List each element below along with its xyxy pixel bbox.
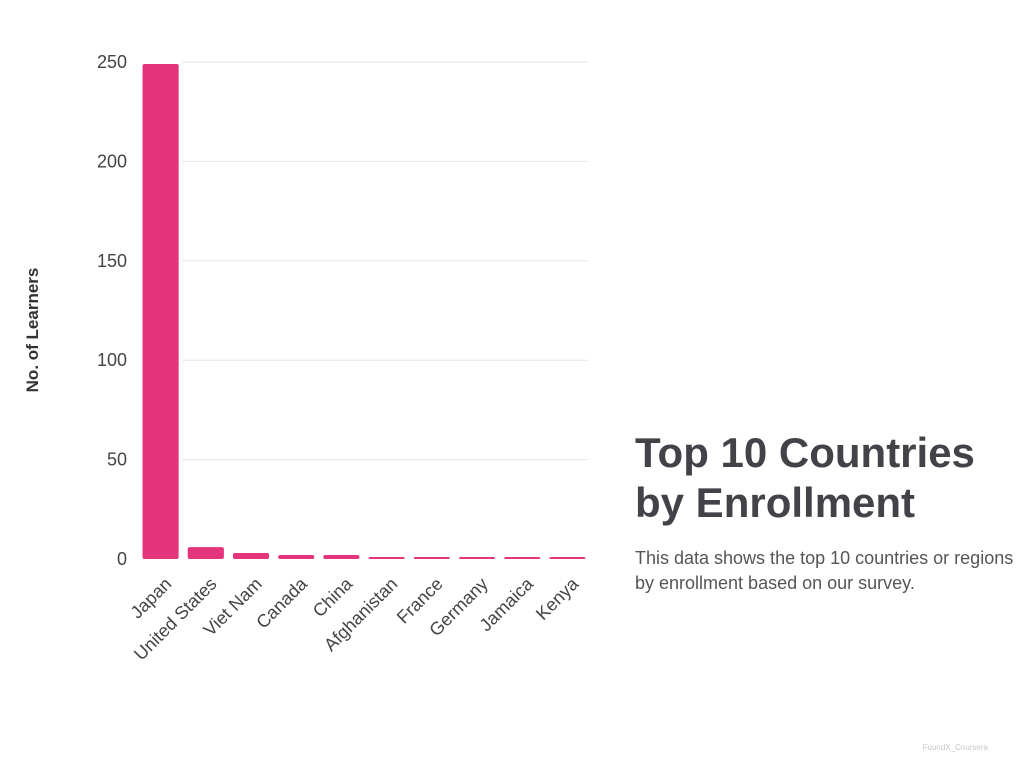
y-tick-label: 200 [97,151,127,171]
bar-jamaica [504,557,541,559]
bar-china [323,555,360,559]
watermark-text: FoundX_Coursera [922,743,988,752]
bars [142,63,586,559]
y-tick-label: 100 [97,350,127,370]
gridlines [182,61,588,461]
bar-afghanistan [368,557,405,559]
chart-title: Top 10 Countries by Enrollment [635,429,975,526]
title-block: Top 10 Countries by Enrollment This data… [635,428,1015,596]
y-tick-label: 250 [97,52,127,72]
y-tick-label: 50 [107,450,127,470]
bar-united-states [187,547,224,559]
x-tick-label: Canada [252,573,311,632]
y-tick-label: 150 [97,251,127,271]
bar-france [413,557,450,559]
bar-germany [458,557,496,559]
x-tick-label: Kenya [532,573,583,624]
bar-canada [278,555,315,559]
y-axis-title: No. of Learners [23,268,42,393]
bar-viet-nam [232,553,270,559]
chart-subtitle: This data shows the top 10 countries or … [635,548,1014,593]
y-tick-label: 0 [117,549,127,569]
bar-kenya [549,557,586,559]
y-axis-ticks: 0 50 100 150 200 250 [97,52,127,569]
bar-japan [142,63,179,559]
